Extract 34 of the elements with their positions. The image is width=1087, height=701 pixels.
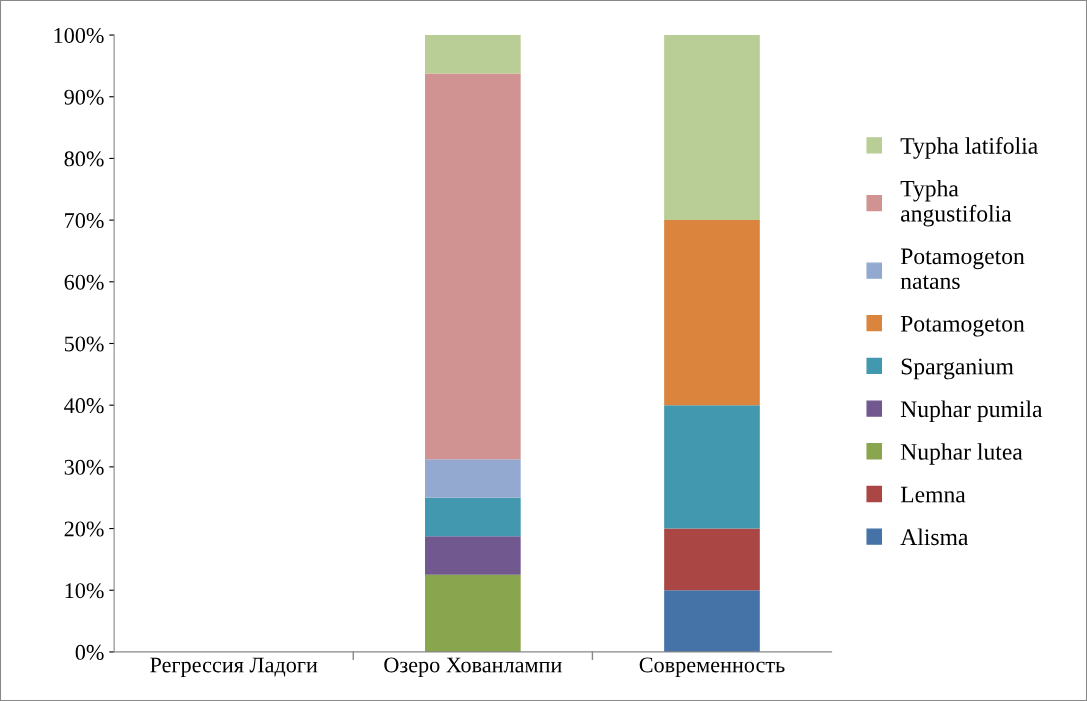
- y-tick-label: 20%: [64, 521, 104, 537]
- bar: [664, 220, 760, 406]
- y-tick-label: 60%: [64, 274, 104, 290]
- legend-label: Typha angustifolia: [900, 179, 1012, 227]
- legend-label: Nuphar lutea: [900, 443, 1023, 465]
- y-tick-label: 30%: [64, 459, 104, 475]
- y-tick-label: 50%: [64, 336, 104, 352]
- bar: [425, 536, 521, 575]
- y-tick-label: 40%: [64, 398, 104, 414]
- bar: [664, 528, 760, 591]
- legend-label: Typha latifolia: [900, 137, 1038, 159]
- y-tick-label: 10%: [65, 583, 104, 599]
- bar: [425, 73, 521, 460]
- y-tick-label: 90%: [64, 89, 104, 105]
- bar: [425, 497, 521, 537]
- bar: [664, 35, 760, 221]
- y-tick-label: 80%: [64, 151, 104, 167]
- bar: [425, 35, 521, 74]
- bar: [664, 590, 760, 652]
- legend-label: Lemna: [900, 486, 966, 503]
- legend-label: Potamogeton natans: [900, 248, 1025, 290]
- y-tick-label: 100%: [54, 27, 104, 44]
- legend-label: Potamogeton: [900, 316, 1025, 337]
- bar: [425, 459, 521, 498]
- bar: [425, 574, 521, 652]
- y-tick-label: 70%: [65, 213, 104, 229]
- legend-label: Sparganium: [901, 358, 1014, 380]
- legend-label: Nuphar pumila: [900, 400, 1043, 422]
- x-tick-label: Современность: [639, 657, 785, 677]
- bar: [664, 405, 760, 529]
- y-tick-label: 0%: [75, 644, 104, 660]
- x-tick-label: Озеро Хованлампи: [384, 657, 562, 677]
- x-tick-label: Регрессия Ладоги: [150, 657, 318, 677]
- legend-label: Alisma: [900, 528, 969, 546]
